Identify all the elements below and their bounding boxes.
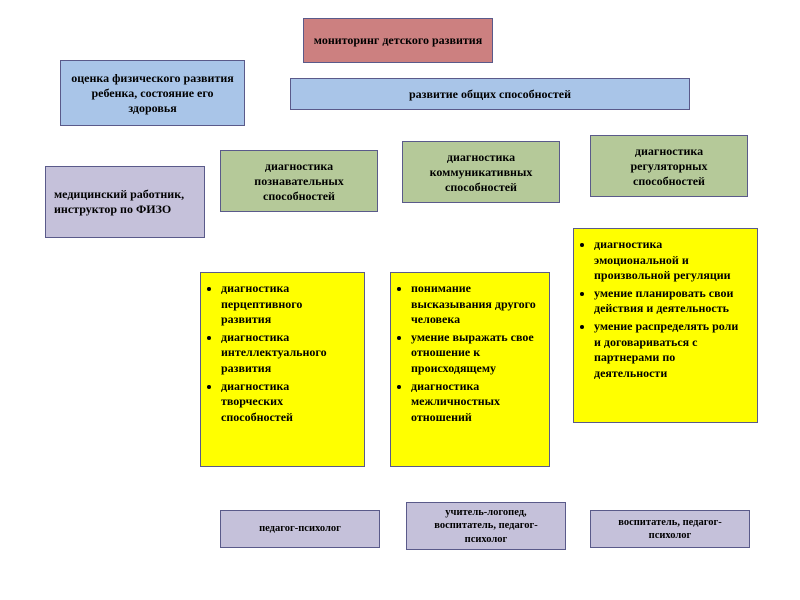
label: медицинский работник, инструктор по ФИЗО xyxy=(54,187,196,217)
box-physical-assessment: оценка физического развития ребенка, сос… xyxy=(60,60,245,126)
box-role-speech-therapist: учитель-логопед, воспитатель, педагог-пс… xyxy=(406,502,566,550)
label: диагностика познавательных способностей xyxy=(229,159,369,204)
bullet-list: диагностика эмоциональной и произвольной… xyxy=(580,237,747,381)
label: учитель-логопед, воспитатель, педагог-пс… xyxy=(415,506,557,545)
list-item: диагностика межличностных отношений xyxy=(411,379,539,426)
label: мониторинг детского развития xyxy=(314,33,482,48)
box-diagnostics-regulatory: диагностика регуляторных способностей xyxy=(590,135,748,197)
list-item: диагностика интеллектуального развития xyxy=(221,330,354,377)
list-item: понимание высказывания другого человека xyxy=(411,281,539,328)
list-item: умение планировать свои действия и деяте… xyxy=(594,286,747,317)
box-role-educator: воспитатель, педагог-психолог xyxy=(590,510,750,548)
label: диагностика регуляторных способностей xyxy=(599,144,739,189)
list-regulatory-details: диагностика эмоциональной и произвольной… xyxy=(573,228,758,423)
list-item: диагностика эмоциональной и произвольной… xyxy=(594,237,747,284)
list-item: диагностика перцептивного развития xyxy=(221,281,354,328)
label: воспитатель, педагог-психолог xyxy=(599,516,741,542)
label: оценка физического развития ребенка, сос… xyxy=(69,71,236,116)
box-role-psychologist: педагог-психолог xyxy=(220,510,380,548)
list-item: умение выражать свое отношение к происхо… xyxy=(411,330,539,377)
list-item: умение распределять роли и договариватьс… xyxy=(594,319,747,381)
diagram-canvas: мониторинг детского развития оценка физи… xyxy=(0,0,800,600)
box-general-abilities: развитие общих способностей xyxy=(290,78,690,110)
box-monitoring-title: мониторинг детского развития xyxy=(303,18,493,63)
list-item: диагностика творческих способностей xyxy=(221,379,354,426)
bullet-list: понимание высказывания другого человекау… xyxy=(397,281,539,425)
label: развитие общих способностей xyxy=(409,87,571,102)
box-diagnostics-cognitive: диагностика познавательных способностей xyxy=(220,150,378,212)
list-communicative-details: понимание высказывания другого человекау… xyxy=(390,272,550,467)
label: диагностика коммуникативных способностей xyxy=(411,150,551,195)
box-medical-worker: медицинский работник, инструктор по ФИЗО xyxy=(45,166,205,238)
label: педагог-психолог xyxy=(259,522,341,535)
box-diagnostics-communicative: диагностика коммуникативных способностей xyxy=(402,141,560,203)
list-cognitive-details: диагностика перцептивного развитиядиагно… xyxy=(200,272,365,467)
bullet-list: диагностика перцептивного развитиядиагно… xyxy=(207,281,354,425)
